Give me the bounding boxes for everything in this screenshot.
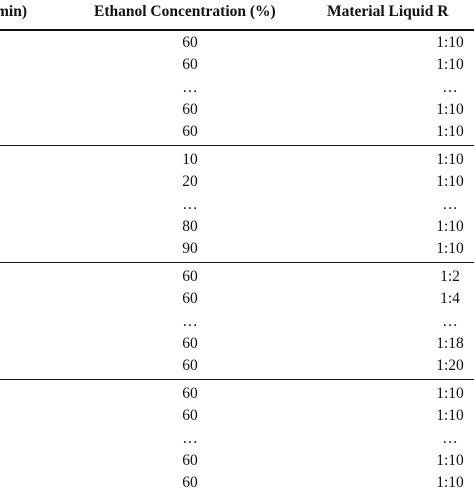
cell-ethanol-concentration: 60 bbox=[182, 385, 198, 402]
cell-ethanol-concentration: … bbox=[182, 79, 198, 96]
cell-ethanol-concentration: 60 bbox=[182, 357, 198, 374]
cell-ethanol-concentration: 60 bbox=[182, 290, 198, 307]
cell-material-liquid-ratio: 1:10 bbox=[436, 173, 464, 190]
cell-material-liquid-ratio: 1:10 bbox=[436, 407, 464, 424]
cell-material-liquid-ratio: 1:4 bbox=[440, 290, 460, 307]
cell-ethanol-concentration: 60 bbox=[182, 474, 198, 491]
header-time: min) bbox=[0, 3, 27, 20]
cell-ethanol-concentration: 80 bbox=[182, 218, 198, 235]
cell-material-liquid-ratio: 1:10 bbox=[436, 123, 464, 140]
cell-material-liquid-ratio: … bbox=[442, 430, 458, 447]
cell-ethanol-concentration: … bbox=[182, 196, 198, 213]
header-rule bbox=[0, 29, 474, 31]
cell-material-liquid-ratio: 1:10 bbox=[436, 218, 464, 235]
group-divider bbox=[0, 262, 474, 263]
cell-ethanol-concentration: 60 bbox=[182, 268, 198, 285]
cell-material-liquid-ratio: 1:10 bbox=[436, 240, 464, 257]
cell-ethanol-concentration: 60 bbox=[182, 452, 198, 469]
cell-material-liquid-ratio: … bbox=[442, 196, 458, 213]
cell-material-liquid-ratio: 1:10 bbox=[436, 474, 464, 491]
cell-material-liquid-ratio: 1:10 bbox=[436, 56, 464, 73]
group-divider bbox=[0, 145, 474, 146]
cell-ethanol-concentration: 60 bbox=[182, 56, 198, 73]
cell-material-liquid-ratio: 1:10 bbox=[436, 151, 464, 168]
cell-material-liquid-ratio: 1:10 bbox=[436, 101, 464, 118]
cell-material-liquid-ratio: 1:10 bbox=[436, 385, 464, 402]
cell-ethanol-concentration: 60 bbox=[182, 123, 198, 140]
cell-ethanol-concentration: 60 bbox=[182, 335, 198, 352]
cell-ethanol-concentration: 60 bbox=[182, 34, 198, 51]
cell-material-liquid-ratio: … bbox=[442, 79, 458, 96]
cell-material-liquid-ratio: … bbox=[442, 313, 458, 330]
cell-material-liquid-ratio: 1:2 bbox=[440, 268, 460, 285]
header-material-liquid-ratio: Material Liquid R bbox=[327, 3, 449, 20]
cell-ethanol-concentration: 60 bbox=[182, 407, 198, 424]
cell-ethanol-concentration: … bbox=[182, 313, 198, 330]
cell-ethanol-concentration: 10 bbox=[182, 151, 198, 168]
cell-material-liquid-ratio: 1:20 bbox=[436, 357, 464, 374]
cell-ethanol-concentration: 90 bbox=[182, 240, 198, 257]
cell-material-liquid-ratio: 1:10 bbox=[436, 34, 464, 51]
header-ethanol-concentration: Ethanol Concentration (%) bbox=[94, 3, 276, 20]
cell-ethanol-concentration: 20 bbox=[182, 173, 198, 190]
cell-ethanol-concentration: 60 bbox=[182, 101, 198, 118]
cell-material-liquid-ratio: 1:10 bbox=[436, 452, 464, 469]
group-divider bbox=[0, 379, 474, 380]
cell-material-liquid-ratio: 1:18 bbox=[436, 335, 464, 352]
cell-ethanol-concentration: … bbox=[182, 430, 198, 447]
